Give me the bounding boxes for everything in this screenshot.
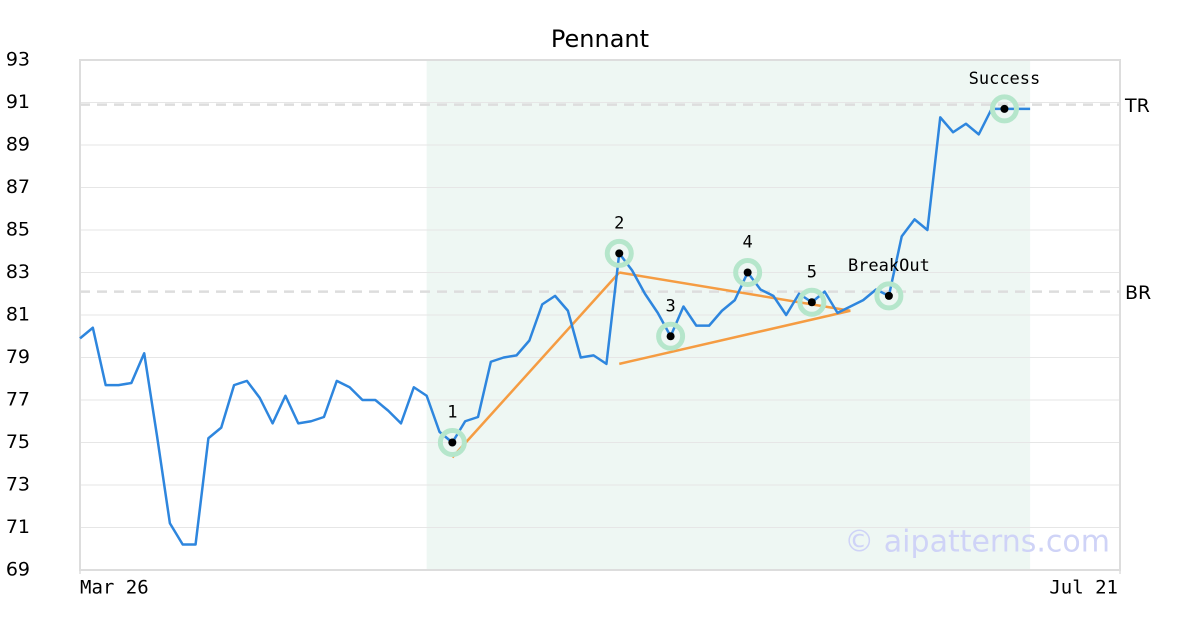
point-dot bbox=[807, 298, 816, 307]
point-label: 1 bbox=[447, 403, 457, 423]
point-label: Success bbox=[969, 69, 1041, 89]
y-tick-label: 81 bbox=[6, 304, 30, 326]
point-dot bbox=[666, 332, 675, 341]
point-dot bbox=[615, 249, 624, 258]
point-dot bbox=[884, 291, 893, 300]
point-halo bbox=[874, 281, 904, 311]
point-halo bbox=[437, 428, 467, 457]
y-tick-label: 69 bbox=[6, 559, 30, 581]
y-tick-label: 79 bbox=[6, 346, 30, 368]
point-halo bbox=[656, 321, 686, 351]
point-label: 2 bbox=[614, 213, 624, 233]
trend-line bbox=[618, 309, 851, 366]
trend-line bbox=[451, 271, 621, 459]
point-halo bbox=[604, 238, 634, 268]
level-label: BR bbox=[1125, 282, 1151, 304]
y-tick-label: 75 bbox=[6, 431, 30, 453]
point-dot bbox=[448, 438, 457, 447]
y-tick-label: 91 bbox=[6, 91, 30, 113]
y-tick-label: 73 bbox=[6, 474, 30, 496]
y-tick-label: 93 bbox=[6, 49, 30, 71]
x-tick-label: Mar 26 bbox=[80, 577, 149, 599]
point-dot bbox=[743, 268, 752, 277]
point-label: 3 bbox=[665, 296, 675, 316]
chart-title: Pennant bbox=[551, 25, 649, 53]
point-halo bbox=[797, 287, 827, 317]
y-tick-label: 83 bbox=[6, 261, 30, 283]
y-tick-label: 77 bbox=[6, 389, 30, 411]
y-tick-label: 71 bbox=[6, 516, 30, 538]
point-halo bbox=[989, 94, 1019, 124]
level-label: TR bbox=[1124, 95, 1150, 117]
point-dot bbox=[1000, 104, 1009, 113]
point-halo bbox=[733, 258, 763, 287]
x-tick-label: Jul 21 bbox=[1049, 577, 1118, 599]
point-label: 5 bbox=[807, 262, 817, 282]
plot-border bbox=[79, 59, 1121, 571]
y-tick-label: 89 bbox=[6, 134, 30, 156]
y-tick-label: 85 bbox=[6, 219, 30, 241]
point-label: BreakOut bbox=[848, 256, 930, 276]
price-line bbox=[79, 107, 1031, 546]
point-label: 4 bbox=[743, 233, 753, 253]
watermark: © aipatterns.com bbox=[844, 525, 1110, 560]
y-tick-label: 87 bbox=[6, 176, 30, 198]
